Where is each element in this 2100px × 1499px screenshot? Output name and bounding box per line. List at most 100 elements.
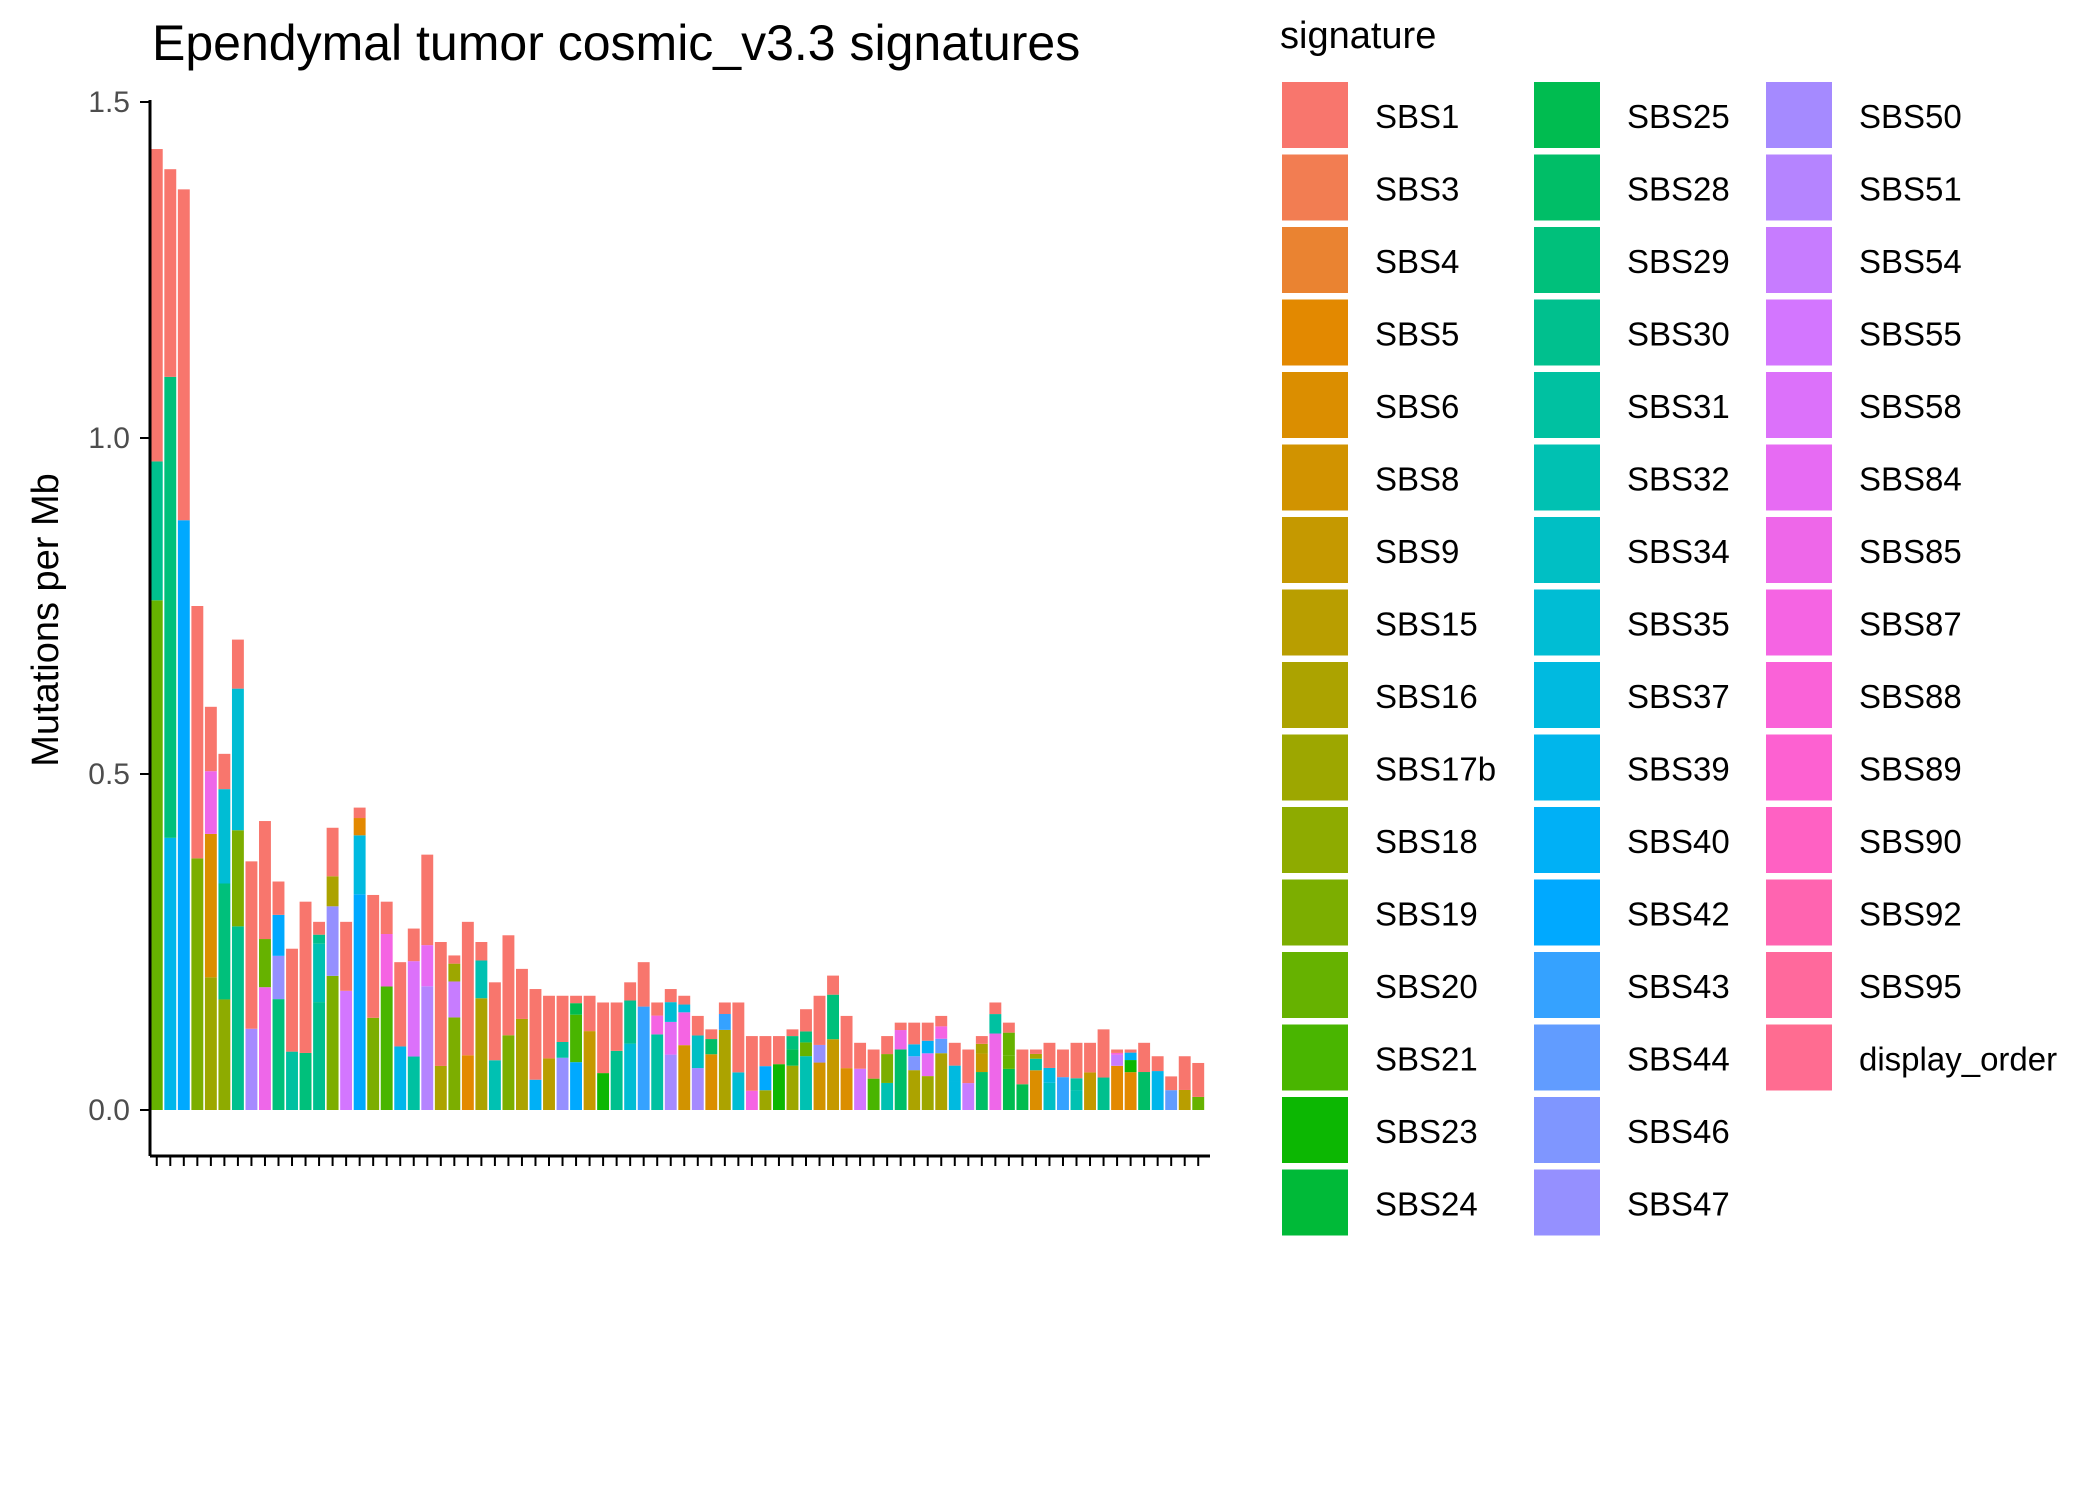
legend-item-SBS16: SBS16 <box>1282 662 1478 728</box>
bar-segment <box>218 789 231 884</box>
bar-segment <box>421 945 434 987</box>
bar-segment <box>1124 1072 1137 1110</box>
legend-item-SBS84: SBS84 <box>1766 444 1962 511</box>
bar-segment <box>272 914 285 956</box>
legend-swatch <box>1766 1024 1832 1091</box>
bar-segment <box>624 982 637 1001</box>
legend-label: SBS55 <box>1859 316 1962 353</box>
bar-segment <box>1111 1049 1124 1053</box>
bar-segment <box>543 1058 555 1110</box>
legend-item-SBS92: SBS92 <box>1766 879 1962 946</box>
bar-29 <box>529 989 542 1110</box>
bar-segment <box>800 1009 812 1032</box>
bar-segment <box>908 1056 921 1071</box>
legend-label: SBS20 <box>1375 968 1478 1005</box>
bar-segment <box>340 990 353 1110</box>
bar-42 <box>705 1029 718 1110</box>
bar-11 <box>286 948 298 1110</box>
bar-7 <box>231 639 244 1110</box>
bar-22 <box>434 942 447 1110</box>
y-axis-label: Mutations per Mb <box>25 473 67 767</box>
legend-item-SBS35: SBS35 <box>1534 589 1730 656</box>
bar-segment <box>624 1043 637 1110</box>
bar-segment <box>204 977 217 1110</box>
bar-segment <box>475 960 488 999</box>
bar-segment <box>421 854 434 946</box>
bar-segment <box>1084 1042 1096 1073</box>
bar-segment <box>434 942 447 1066</box>
bar-35 <box>610 1002 623 1110</box>
legend-label: SBS5 <box>1375 316 1459 353</box>
bar-48 <box>786 1029 799 1110</box>
bar-segment <box>908 1044 921 1057</box>
bar-segment <box>678 995 691 1005</box>
bar-segment <box>827 1039 839 1110</box>
bar-60 <box>948 1042 961 1110</box>
bar-33 <box>583 995 596 1110</box>
bar-segment <box>231 688 244 831</box>
legend-item-SBS31: SBS31 <box>1534 372 1730 438</box>
bar-20 <box>407 928 420 1110</box>
legend-label: SBS39 <box>1627 751 1730 788</box>
legend-label: SBS8 <box>1375 461 1459 498</box>
bar-segment <box>975 1072 988 1110</box>
bar-59 <box>935 1015 948 1110</box>
legend-item-SBS42: SBS42 <box>1534 879 1730 946</box>
bar-segment <box>691 1068 704 1110</box>
bar-segment <box>597 1073 610 1110</box>
bar-segment <box>664 1002 677 1022</box>
bar-77 <box>1178 1056 1191 1110</box>
bar-segment <box>488 1060 501 1110</box>
y-tick-label: 1.5 <box>88 86 130 119</box>
legend-item-SBS34: SBS34 <box>1534 517 1730 583</box>
bar-segment <box>218 999 231 1110</box>
legend-swatch <box>1766 444 1832 511</box>
bar-segment <box>407 928 420 962</box>
bar-36 <box>624 982 637 1110</box>
legend-item-SBS23: SBS23 <box>1282 1097 1478 1163</box>
legend-item-SBS88: SBS88 <box>1766 662 1962 728</box>
bar-segment <box>516 1018 528 1110</box>
bar-segment <box>286 948 298 1052</box>
legend-swatch <box>1282 807 1348 873</box>
bar-segment <box>894 1049 907 1110</box>
bar-9 <box>259 821 271 1110</box>
bar-segment <box>732 1002 745 1073</box>
bar-segment <box>840 1068 853 1110</box>
bar-segment <box>1124 1060 1137 1073</box>
legend-item-SBS87: SBS87 <box>1766 589 1962 656</box>
legend-swatch <box>1766 952 1832 1018</box>
bar-segment <box>204 833 217 978</box>
chart-title: Ependymal tumor cosmic_v3.3 signatures <box>152 15 1080 71</box>
legend-swatch <box>1766 879 1832 946</box>
bar-74 <box>1138 1042 1151 1110</box>
bar-segment <box>921 1040 934 1054</box>
legend-label: SBS35 <box>1627 606 1730 643</box>
bar-segment <box>1165 1090 1178 1110</box>
legend-item-SBS30: SBS30 <box>1534 299 1730 366</box>
legend-item-SBS47: SBS47 <box>1534 1169 1730 1236</box>
bar-segment <box>1002 1055 1015 1069</box>
bar-segment <box>989 1033 1002 1110</box>
bar-21 <box>421 854 434 1110</box>
legend-label: SBS3 <box>1375 171 1459 208</box>
legend-item-SBS55: SBS55 <box>1766 299 1962 366</box>
bar-segment <box>1002 1032 1015 1056</box>
bar-2 <box>164 169 177 1110</box>
bar-71 <box>1097 1029 1110 1110</box>
legend-label: SBS87 <box>1859 606 1962 643</box>
bar-segment <box>177 520 190 1110</box>
legend-swatch <box>1282 1097 1348 1163</box>
legend-label: SBS1 <box>1375 98 1459 135</box>
bar-segment <box>475 998 488 1110</box>
bar-segment <box>1084 1072 1096 1110</box>
legend-swatch <box>1766 734 1832 801</box>
bar-segment <box>529 989 542 1080</box>
bar-8 <box>245 861 258 1110</box>
bar-40 <box>678 995 691 1110</box>
legend-item-SBS29: SBS29 <box>1534 227 1730 293</box>
x-axis <box>150 1154 1210 1166</box>
bar-segment <box>164 169 177 377</box>
bar-segment <box>1165 1076 1178 1091</box>
legend-swatch <box>1282 879 1348 946</box>
